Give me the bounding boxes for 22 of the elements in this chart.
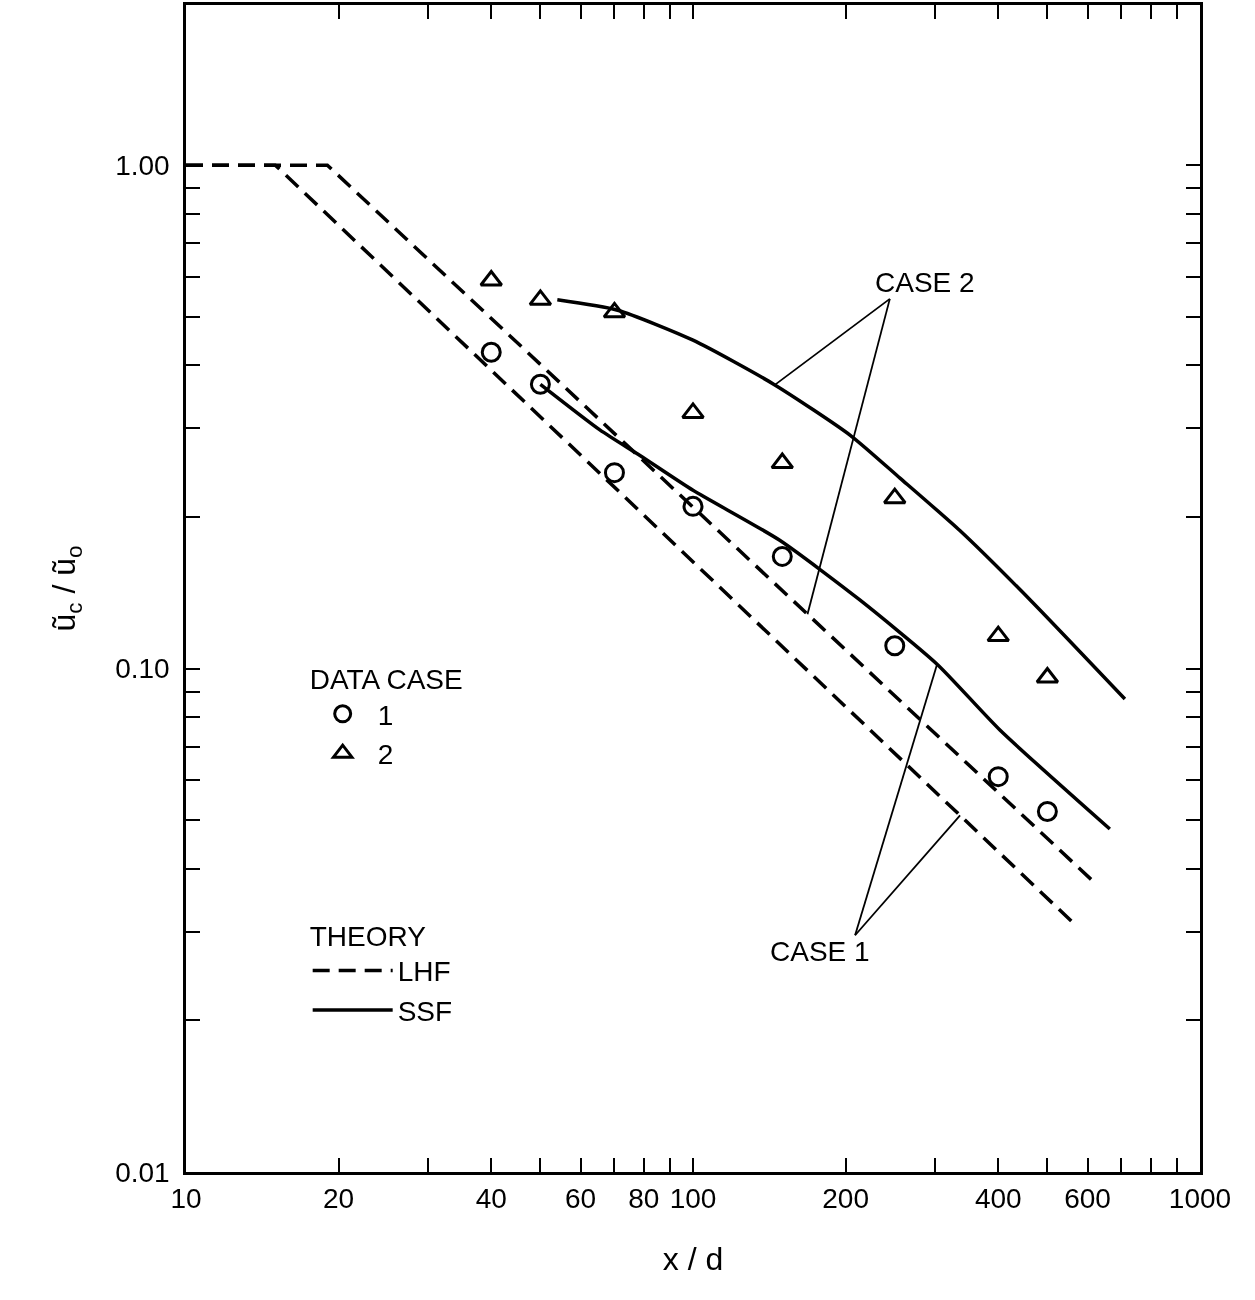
annotation: THEORY: [309, 920, 427, 952]
y-tick-label: 0.10: [115, 653, 170, 685]
x-tick-label: 1000: [1168, 1183, 1232, 1215]
annotation: CASE 2: [875, 267, 975, 298]
x-tick-label: 200: [822, 1183, 869, 1215]
legend-label: 2: [377, 739, 394, 771]
x-tick-label: 100: [669, 1183, 717, 1215]
legend-label: SSF: [397, 995, 453, 1027]
legend-label: 1: [377, 699, 394, 731]
x-tick-label: 80: [628, 1183, 660, 1215]
x-tick-label: 600: [1064, 1183, 1111, 1215]
x-tick-label: 40: [475, 1183, 507, 1215]
x-tick-label: 60: [564, 1183, 597, 1215]
x-tick-label: 20: [323, 1183, 355, 1215]
x-axis-title: x / d: [662, 1241, 724, 1278]
y-tick-label: 1.00: [115, 149, 170, 181]
legend-label: LHF: [397, 956, 451, 988]
annotation: CASE 1: [770, 936, 870, 967]
x-tick-label: 400: [974, 1183, 1022, 1215]
y-tick-label: 0.01: [115, 1156, 170, 1188]
legend-title: DATA CASE: [309, 664, 463, 696]
x-tick-label: 10: [170, 1183, 202, 1215]
